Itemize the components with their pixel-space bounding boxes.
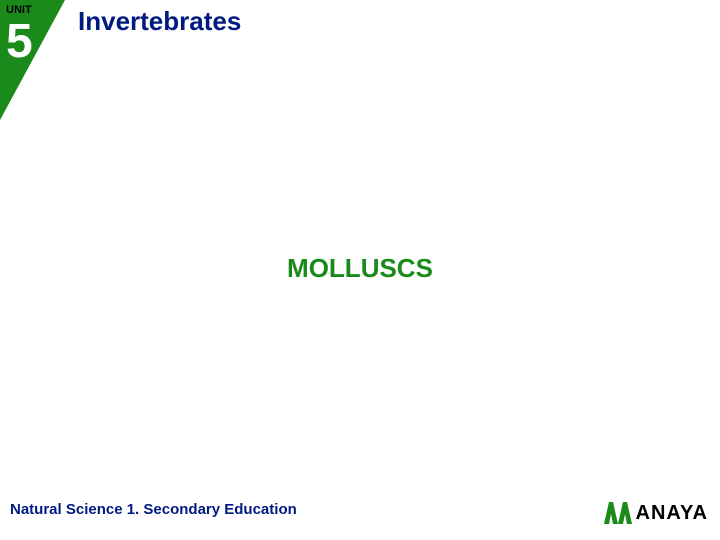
unit-badge: UNIT 5 <box>0 0 65 120</box>
unit-number: 5 <box>6 18 33 66</box>
footer-text: Natural Science 1. Secondary Education <box>10 501 297 518</box>
slide: UNIT 5 Invertebrates MOLLUSCS Natural Sc… <box>0 0 720 540</box>
unit-title: Invertebrates <box>78 6 241 37</box>
logo-mark-icon <box>602 500 632 526</box>
logo-text: ANAYA <box>636 502 708 525</box>
publisher-logo: ANAYA <box>602 500 708 526</box>
main-title: MOLLUSCS <box>0 253 720 284</box>
